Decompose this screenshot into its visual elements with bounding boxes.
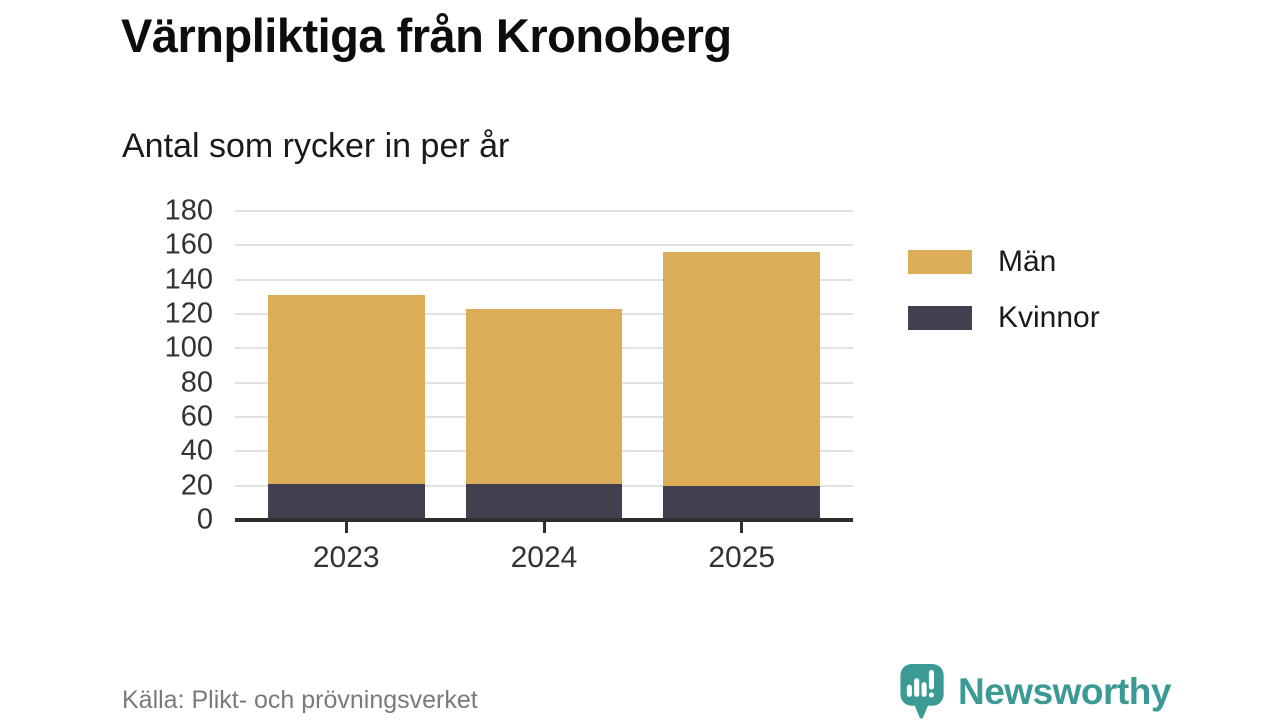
- legend-label-women: Kvinnor: [998, 301, 1100, 334]
- plot-area: [235, 210, 853, 520]
- legend-item-women: Kvinnor: [908, 301, 1100, 335]
- chart-title: Värnpliktiga från Kronoberg: [121, 9, 732, 62]
- y-tick-label-140: 140: [164, 263, 213, 296]
- y-tick-label-40: 40: [180, 434, 213, 467]
- bar-segment-2025-Män: [663, 252, 821, 486]
- x-tick-label-2025: 2025: [708, 541, 776, 574]
- newsworthy-logo-icon: [900, 663, 944, 719]
- x-axis: 2023 2024 2025: [235, 541, 853, 577]
- x-tick-label-2023: 2023: [312, 541, 380, 574]
- chart-subtitle: Antal som rycker in per år: [122, 127, 510, 165]
- y-tick-label-60: 60: [180, 400, 213, 433]
- legend-swatch-men: [908, 250, 972, 274]
- legend-swatch-women: [908, 306, 972, 330]
- bar-segment-2025-Kvinnor: [663, 485, 821, 520]
- brand-footer: Newsworthy: [899, 663, 1171, 720]
- y-tick-label-80: 80: [180, 366, 213, 399]
- y-tick-label-0: 0: [196, 503, 213, 536]
- x-tick-2025: [740, 522, 744, 533]
- legend-label-men: Män: [998, 245, 1057, 278]
- newsworthy-wordmark: Newsworthy: [958, 670, 1171, 712]
- legend-item-men: Män: [908, 245, 1100, 279]
- bar-segment-2024-Kvinnor: [465, 483, 623, 520]
- y-tick-label-120: 120: [164, 297, 213, 330]
- source-note: Källa: Plikt- och prövningsverket: [122, 686, 478, 714]
- y-axis: 0 20 40 60 80 100 120 140 160 180: [120, 195, 213, 536]
- x-axis-line: [235, 518, 853, 522]
- bar-segment-2023-Män: [267, 295, 425, 484]
- gridline-160: [235, 244, 853, 247]
- bar-segment-2023-Kvinnor: [267, 483, 425, 520]
- y-tick-label-180: 180: [164, 194, 213, 227]
- x-tick-label-2024: 2024: [510, 541, 578, 574]
- bar-segment-2024-Män: [465, 308, 623, 484]
- gridline-180: [235, 210, 853, 212]
- x-tick-2024: [542, 522, 546, 533]
- y-tick-label-160: 160: [164, 228, 213, 261]
- y-tick-label-100: 100: [164, 331, 213, 364]
- x-tick-2023: [344, 522, 348, 533]
- y-tick-label-20: 20: [180, 469, 213, 502]
- legend: Män Kvinnor: [908, 245, 1100, 357]
- gridline-140: [235, 278, 853, 281]
